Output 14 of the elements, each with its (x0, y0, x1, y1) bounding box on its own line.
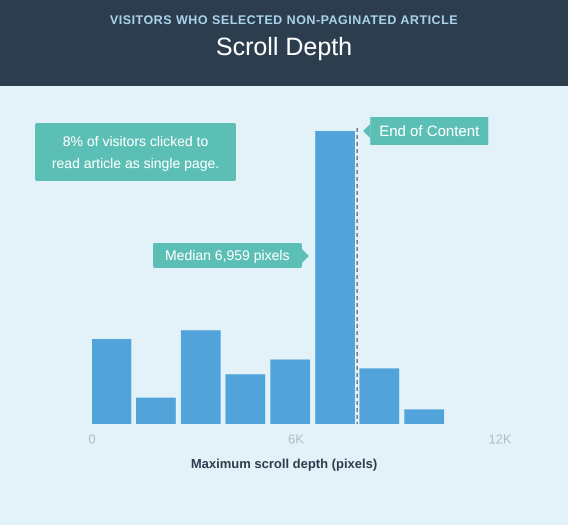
annotation: Median 6,959 pixels (153, 243, 302, 268)
chart-title: Scroll Depth (214, 33, 354, 62)
bar (180, 330, 221, 424)
bar (404, 409, 444, 424)
bar (359, 368, 400, 424)
bar (270, 360, 310, 424)
ref-line-label: End of Content (379, 123, 480, 140)
bar (225, 374, 266, 424)
chart-subtitle: VISITORS WHO SELECTED NON-PAGINATED ARTICLE (108, 13, 460, 27)
bar (92, 339, 132, 424)
x-axis-title: Maximum scroll depth (pixels) (190, 456, 378, 471)
bar (136, 398, 176, 424)
annotation: 8% of visitors clicked to read article as single page. (35, 123, 236, 181)
bar (315, 131, 355, 424)
